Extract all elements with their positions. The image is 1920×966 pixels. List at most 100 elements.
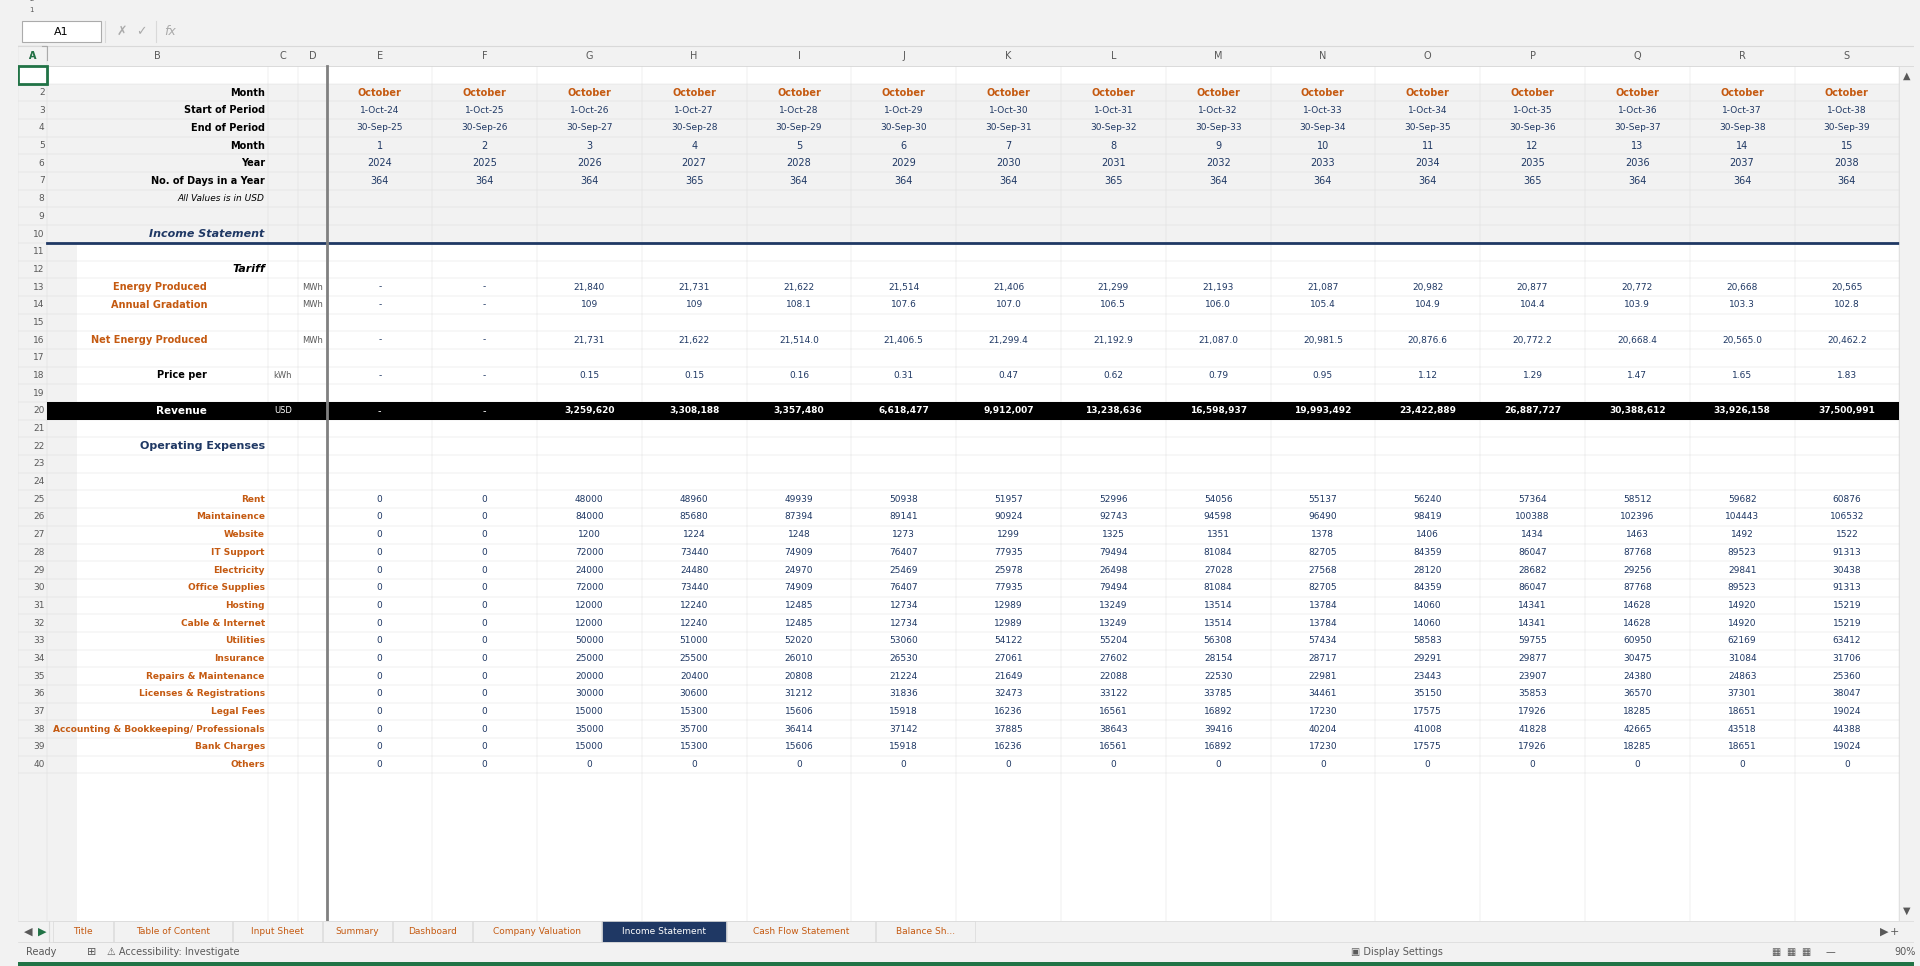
Text: October: October [1720, 88, 1764, 98]
Text: Start of Period: Start of Period [184, 105, 265, 115]
Text: ▦: ▦ [1772, 948, 1780, 957]
Text: 51957: 51957 [995, 495, 1023, 504]
Text: -: - [484, 371, 486, 380]
Text: 21,840: 21,840 [574, 283, 605, 292]
Text: 38643: 38643 [1098, 724, 1127, 734]
Text: 14: 14 [1736, 141, 1749, 151]
Text: 106.5: 106.5 [1100, 300, 1127, 309]
Text: 17575: 17575 [1413, 743, 1442, 752]
Text: 10: 10 [1317, 141, 1329, 151]
Text: Rent: Rent [242, 495, 265, 504]
Text: 364: 364 [789, 176, 808, 185]
Text: 0.15: 0.15 [684, 371, 705, 380]
Text: 20400: 20400 [680, 671, 708, 681]
Text: H: H [691, 51, 697, 61]
Text: 109: 109 [685, 300, 703, 309]
Bar [1899, 66, 1914, 921]
Text: 30-Sep-32: 30-Sep-32 [1091, 124, 1137, 132]
Text: 17230: 17230 [1309, 707, 1336, 716]
Text: 0: 0 [376, 583, 382, 592]
Text: 14920: 14920 [1728, 618, 1757, 628]
Text: 3,308,188: 3,308,188 [668, 407, 720, 415]
Text: 16236: 16236 [995, 743, 1023, 752]
Text: 30,388,612: 30,388,612 [1609, 407, 1667, 415]
Text: 21,299: 21,299 [1098, 283, 1129, 292]
Text: 0: 0 [376, 601, 382, 610]
Text: ✗: ✗ [117, 25, 127, 38]
Text: 0: 0 [376, 654, 382, 663]
Bar [48, 119, 1899, 137]
Text: 18651: 18651 [1728, 707, 1757, 716]
Text: 1273: 1273 [893, 530, 916, 539]
Text: Utilities: Utilities [225, 637, 265, 645]
Text: 18: 18 [33, 371, 44, 380]
Text: 20,982: 20,982 [1411, 283, 1444, 292]
Text: 30-Sep-27: 30-Sep-27 [566, 124, 612, 132]
Text: 0: 0 [376, 565, 382, 575]
Text: 73440: 73440 [680, 548, 708, 556]
Text: 364: 364 [1734, 176, 1751, 185]
Text: 11: 11 [1421, 141, 1434, 151]
Text: 1-Oct-29: 1-Oct-29 [883, 105, 924, 115]
Text: 31: 31 [33, 601, 44, 610]
Text: 87768: 87768 [1622, 548, 1651, 556]
Text: 84359: 84359 [1413, 583, 1442, 592]
Text: 36570: 36570 [1622, 690, 1651, 698]
Text: ▼: ▼ [1903, 906, 1910, 916]
Text: 1-Oct-24: 1-Oct-24 [361, 105, 399, 115]
Text: 30-Sep-25: 30-Sep-25 [357, 124, 403, 132]
Text: 20,668: 20,668 [1726, 283, 1759, 292]
Text: 2025: 2025 [472, 158, 497, 168]
Text: 6,618,477: 6,618,477 [877, 407, 929, 415]
Text: 11: 11 [33, 247, 44, 256]
Text: 51000: 51000 [680, 637, 708, 645]
Text: 26: 26 [33, 513, 44, 522]
Text: 44388: 44388 [1834, 724, 1860, 734]
Text: 26,887,727: 26,887,727 [1503, 407, 1561, 415]
Text: 15606: 15606 [785, 743, 814, 752]
Text: Hosting: Hosting [225, 601, 265, 610]
Text: 28717: 28717 [1309, 654, 1336, 663]
Text: 85680: 85680 [680, 513, 708, 522]
Text: 14060: 14060 [1413, 618, 1442, 628]
Text: 15918: 15918 [889, 707, 918, 716]
Text: 60876: 60876 [1832, 495, 1860, 504]
Text: O: O [1425, 51, 1432, 61]
Text: 82705: 82705 [1309, 583, 1336, 592]
Text: 18651: 18651 [1728, 743, 1757, 752]
Text: 18285: 18285 [1622, 707, 1651, 716]
Text: 2029: 2029 [891, 158, 916, 168]
Text: C: C [278, 51, 286, 61]
Text: 20,462.2: 20,462.2 [1828, 335, 1866, 345]
Text: 21,087.0: 21,087.0 [1198, 335, 1238, 345]
Text: 81084: 81084 [1204, 548, 1233, 556]
Bar [17, 46, 1914, 66]
Text: 102.8: 102.8 [1834, 300, 1860, 309]
Text: 25000: 25000 [574, 654, 603, 663]
Text: 0: 0 [482, 760, 488, 769]
Text: 55204: 55204 [1098, 637, 1127, 645]
Bar [323, 921, 392, 943]
Text: All Values is in USD: All Values is in USD [179, 194, 265, 203]
Text: 13514: 13514 [1204, 618, 1233, 628]
Text: 1-Oct-35: 1-Oct-35 [1513, 105, 1553, 115]
Text: 1-Oct-25: 1-Oct-25 [465, 105, 505, 115]
Text: -: - [378, 406, 382, 415]
Text: A1: A1 [54, 27, 69, 37]
Text: 3,259,620: 3,259,620 [564, 407, 614, 415]
Text: 25469: 25469 [889, 565, 918, 575]
Text: 20,877: 20,877 [1517, 283, 1548, 292]
Text: 36414: 36414 [785, 724, 814, 734]
Text: 1-Oct-27: 1-Oct-27 [674, 105, 714, 115]
Text: 0: 0 [376, 637, 382, 645]
Text: 0: 0 [376, 548, 382, 556]
Text: 14: 14 [33, 300, 44, 309]
Text: 27602: 27602 [1098, 654, 1127, 663]
Text: 23907: 23907 [1519, 671, 1548, 681]
Text: Legal Fees: Legal Fees [211, 707, 265, 716]
Text: 30438: 30438 [1832, 565, 1860, 575]
Text: 0: 0 [482, 530, 488, 539]
Text: 103.3: 103.3 [1730, 300, 1755, 309]
Text: 1: 1 [38, 71, 44, 79]
Text: 81084: 81084 [1204, 583, 1233, 592]
